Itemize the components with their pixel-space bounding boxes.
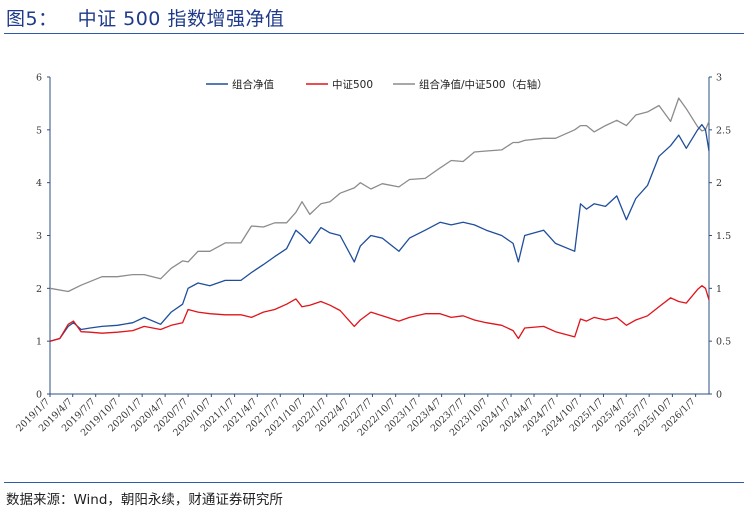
- source-note: 数据来源：Wind，朝阳永续，财通证券研究所: [6, 492, 283, 508]
- csi500-line: [49, 285, 710, 342]
- left-y-tick-label: 3: [36, 231, 42, 242]
- left-y-tick-label: 2: [36, 284, 42, 295]
- left-y-tick-label: 4: [36, 178, 42, 189]
- right-y-tick-label: 1.5: [716, 231, 731, 242]
- figure-title-text: 中证 500 指数增强净值: [77, 8, 285, 30]
- axes-group: 012345600.511.522.532019/1/72019/4/72019…: [14, 73, 731, 439]
- title-divider: [4, 33, 744, 34]
- right-y-tick-label: 0.5: [716, 337, 731, 348]
- legend-item-csi500: 中证500: [306, 78, 373, 91]
- left-y-tick-label: 5: [36, 125, 42, 136]
- legend-item-relative: 组合净值/中证500（右轴）: [393, 78, 548, 91]
- right-y-tick-label: 3: [716, 73, 722, 84]
- legend-label: 中证500: [332, 78, 373, 91]
- right-y-tick-label: 2: [716, 178, 722, 189]
- left-y-tick-label: 0: [36, 390, 42, 401]
- series-lines-group: [49, 97, 710, 342]
- legend: 组合净值 中证500 组合净值/中证500（右轴）: [206, 78, 548, 91]
- figure-title: 图5： 中证 500 指数增强净值: [6, 4, 284, 31]
- left-y-tick-label: 6: [36, 73, 42, 84]
- left-y-tick-label: 1: [36, 337, 42, 348]
- portfolio-relative-line: [49, 97, 710, 293]
- legend-label: 组合净值: [232, 78, 274, 91]
- legend-item-portfolio: 组合净值: [206, 78, 274, 91]
- right-y-tick-label: 2.5: [716, 125, 731, 136]
- figure-number: 图5：: [6, 8, 58, 30]
- legend-label: 组合净值/中证500（右轴）: [419, 78, 548, 91]
- portfolio-nav-line: [49, 123, 710, 342]
- right-y-tick-label: 1: [716, 284, 722, 295]
- right-y-tick-label: 0: [716, 390, 722, 401]
- source-divider: [4, 482, 744, 483]
